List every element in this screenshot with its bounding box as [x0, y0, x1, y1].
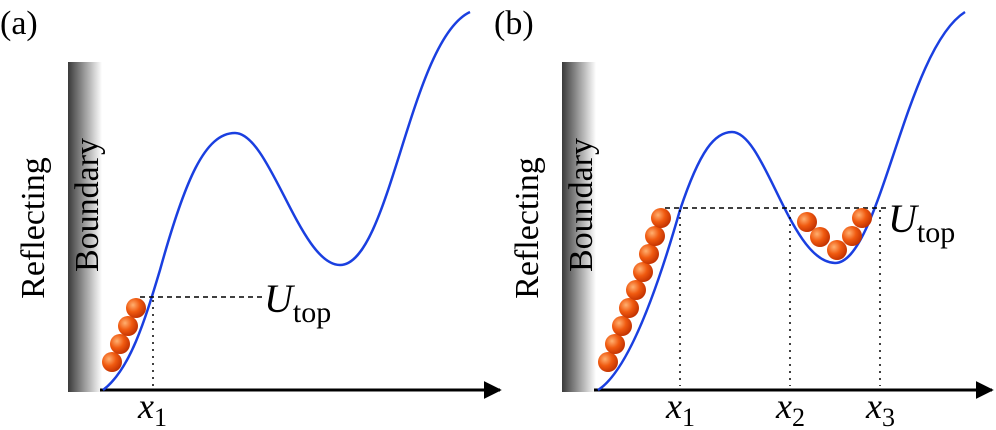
panel-label: (b) [494, 5, 534, 42]
particle [126, 298, 146, 318]
particle [605, 334, 625, 354]
wall-label: Boundary [563, 138, 600, 272]
wall-label: Reflecting [509, 157, 546, 299]
level-sub: top [293, 296, 331, 329]
particle [852, 208, 872, 228]
level-label: Utop [264, 276, 331, 329]
x-label: x3 [865, 386, 895, 430]
x-main: x [137, 386, 154, 426]
particle [598, 352, 618, 372]
panel-label: (a) [0, 5, 38, 42]
wall-label: Reflecting [15, 157, 52, 299]
x-label: x2 [775, 386, 805, 430]
x-sub: 3 [882, 403, 895, 430]
particle [842, 226, 862, 246]
wall-label: Boundary [69, 138, 106, 272]
particle [651, 208, 671, 228]
level-label: Utop [888, 196, 955, 249]
potential-curve [597, 10, 966, 392]
x-main: x [665, 386, 682, 426]
x-main: x [775, 386, 792, 426]
wall [68, 62, 102, 392]
x-sub: 1 [154, 403, 167, 430]
particle [797, 212, 817, 232]
particle [810, 227, 830, 247]
particles [102, 298, 146, 372]
particle [102, 352, 122, 372]
x-sub: 2 [792, 403, 805, 430]
particles [598, 208, 872, 372]
particle [110, 334, 130, 354]
particle [639, 244, 659, 264]
particle [633, 262, 653, 282]
particle [619, 298, 639, 318]
particle [645, 226, 665, 246]
panel-a: (a) Reflecting Boundary Utop x1 [0, 5, 502, 430]
level-main: U [264, 276, 296, 321]
x-label: x1 [665, 386, 695, 430]
level-sub: top [917, 216, 955, 249]
x-main: x [865, 386, 882, 426]
x-label: x1 [137, 386, 167, 430]
x-sub: 1 [682, 403, 695, 430]
particle [626, 280, 646, 300]
potential-curve [102, 10, 471, 392]
wall [562, 62, 596, 392]
particle [118, 316, 138, 336]
panel-b: (b) Reflecting Boundary Utop x1 x2 x3 [494, 5, 994, 430]
level-main: U [888, 196, 920, 241]
particle [612, 316, 632, 336]
particle [827, 240, 847, 260]
